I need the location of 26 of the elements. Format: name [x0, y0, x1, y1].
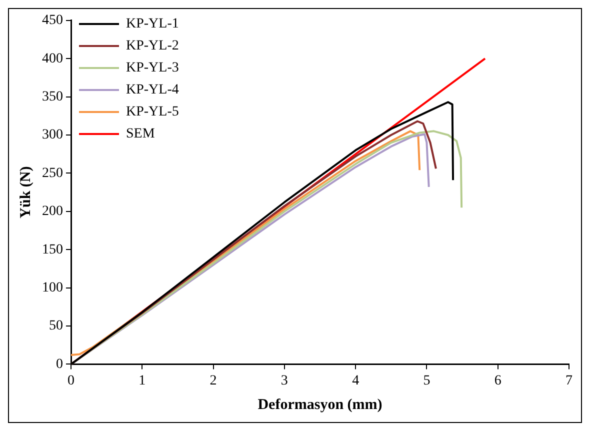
- legend-label: KP-YL-1: [126, 16, 179, 32]
- y-tick-label: 150: [42, 242, 63, 258]
- y-tick-label: 50: [49, 318, 63, 334]
- legend-label: KP-YL-2: [126, 38, 179, 54]
- x-tick-label: 6: [494, 373, 502, 388]
- x-tick-label: 5: [423, 373, 430, 388]
- y-tick-label: 350: [42, 89, 63, 104]
- x-tick-label: 2: [210, 373, 217, 388]
- x-tick-label: 0: [68, 373, 74, 388]
- x-axis-title: Deformasyon (mm): [258, 396, 382, 413]
- x-tick-label: 7: [566, 373, 572, 388]
- x-tick-label: 1: [138, 373, 146, 388]
- y-tick-label: 200: [42, 204, 63, 220]
- legend-label: SEM: [126, 126, 156, 142]
- legend-label: KP-YL-4: [126, 82, 179, 98]
- y-tick-label: 450: [42, 13, 63, 28]
- y-tick-label: 0: [56, 356, 63, 372]
- y-tick-label: 300: [42, 128, 63, 143]
- y-tick-label: 100: [42, 280, 63, 296]
- x-tick-label: 3: [280, 373, 288, 388]
- y-tick-label: 400: [42, 51, 63, 66]
- legend-label: KP-YL-5: [126, 104, 179, 120]
- x-tick-label: 4: [352, 373, 360, 388]
- y-axis-title: Yük (N): [18, 166, 34, 218]
- y-tick-label: 250: [42, 166, 63, 181]
- legend-label: KP-YL-3: [126, 60, 179, 76]
